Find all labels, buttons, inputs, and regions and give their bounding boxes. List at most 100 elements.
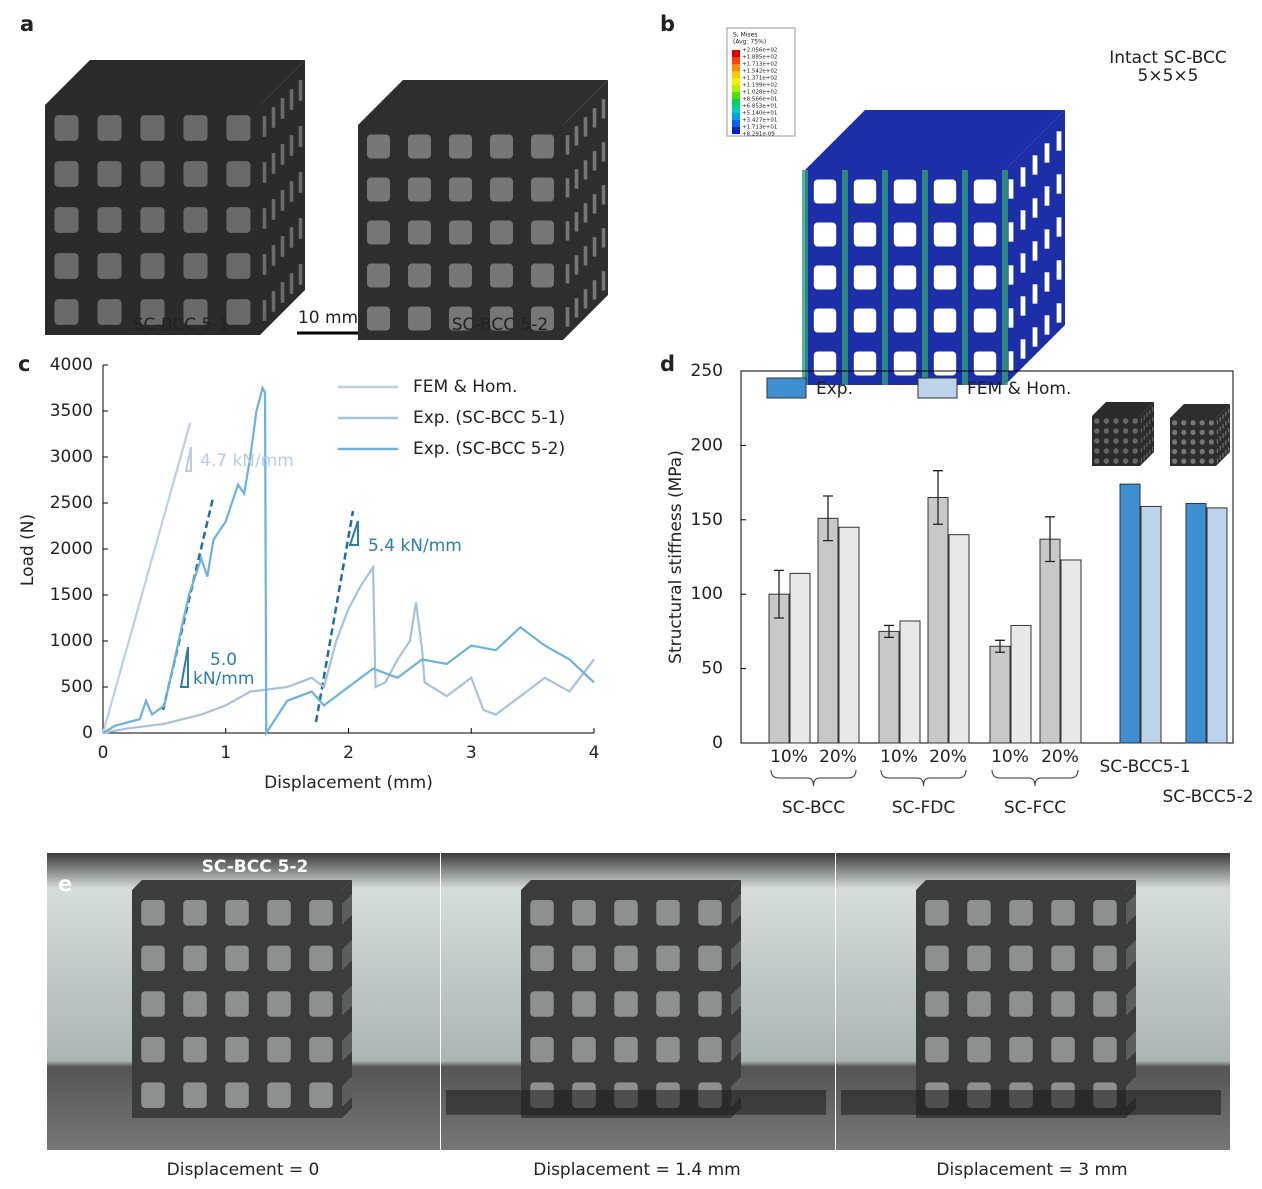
cube-cell — [1133, 448, 1138, 454]
legend-label: Exp. (SC-BCC 5-2) — [413, 439, 565, 459]
side-cell — [351, 1077, 352, 1098]
cube-cell — [934, 265, 956, 289]
side-cell — [566, 135, 570, 154]
cube-cell — [894, 179, 916, 203]
y-tick-label: 2000 — [50, 539, 93, 559]
side-cell — [1220, 417, 1221, 421]
side-cell — [1009, 179, 1014, 198]
side-cell — [351, 941, 352, 962]
cube-cell — [854, 351, 876, 375]
cube-cell — [1172, 439, 1177, 444]
y-tick-label: 2500 — [50, 493, 93, 513]
bar — [928, 497, 948, 743]
side-cell — [290, 89, 294, 110]
cube-cell — [141, 900, 165, 926]
cube-cell — [309, 1082, 333, 1108]
side-cell — [1152, 417, 1153, 422]
y-tick-label: 100 — [691, 584, 723, 604]
lattice-cube — [45, 60, 305, 335]
bar — [839, 527, 859, 743]
cube-cell — [572, 1037, 596, 1063]
side-cell — [1144, 435, 1145, 440]
x-tick-label: SC-BCC5-1 — [1099, 757, 1190, 777]
side-cell — [349, 988, 350, 1009]
side-cell — [566, 178, 570, 197]
cube-cell — [854, 265, 876, 289]
cube-cell — [367, 177, 390, 201]
x-tick-label: 20% — [819, 747, 857, 767]
cube-cell — [1094, 438, 1099, 444]
side-cell — [351, 986, 352, 1007]
side-cell — [345, 901, 346, 922]
side-cell — [1149, 430, 1150, 435]
side-cell — [1045, 143, 1050, 162]
y-tick-label: 150 — [691, 510, 723, 530]
lattice-cube — [1170, 404, 1230, 466]
cube-cell — [925, 991, 949, 1017]
side-cell — [740, 941, 741, 962]
legend-swatch — [732, 92, 740, 99]
side-cell — [1217, 449, 1218, 453]
cube-cell — [267, 1082, 291, 1108]
side-cell — [1152, 437, 1153, 442]
side-cell — [1220, 446, 1221, 450]
cube-cell — [97, 207, 121, 233]
side-cell — [1057, 174, 1062, 193]
cube-cell — [141, 1082, 165, 1108]
legend-value: +6.853e+01 — [742, 104, 777, 110]
side-cell — [1144, 425, 1145, 430]
cube-cell — [225, 946, 249, 972]
debris — [841, 1090, 1221, 1115]
cube-cell — [183, 161, 207, 187]
cube-cell — [925, 900, 949, 926]
cube-cell — [226, 161, 250, 187]
side-cell — [1225, 440, 1226, 444]
x-tick-label: 10% — [880, 747, 918, 767]
cube-cell — [141, 991, 165, 1017]
side-cell — [345, 992, 346, 1013]
x-tick-label: 20% — [929, 747, 967, 767]
side-cell — [1135, 1032, 1136, 1053]
cube-cell — [183, 253, 207, 279]
side-cell — [1021, 167, 1026, 186]
cube-cell — [1209, 439, 1214, 444]
cube-cell — [934, 179, 956, 203]
cube-cell — [183, 1037, 207, 1063]
bar — [1186, 503, 1206, 743]
cube-cell — [698, 1037, 722, 1063]
cube-cell — [1172, 420, 1177, 425]
legend-swatch — [918, 378, 957, 398]
bar — [949, 535, 969, 743]
cube-cell — [1104, 418, 1109, 424]
cube-cell — [225, 900, 249, 926]
side-cell — [1222, 424, 1223, 428]
side-cell — [1222, 414, 1223, 418]
cube-cell — [698, 900, 722, 926]
side-cell — [1146, 453, 1147, 458]
side-cell — [1057, 217, 1062, 236]
cube-cell — [1093, 946, 1117, 972]
cube-cell — [614, 946, 638, 972]
side-cell — [351, 1032, 352, 1053]
cube-cell — [367, 263, 390, 287]
side-cell — [584, 246, 588, 265]
side-cell — [734, 947, 735, 968]
side-cell — [349, 1079, 350, 1100]
cube-cell — [54, 299, 78, 325]
cube-cell — [1104, 428, 1109, 434]
side-cell — [272, 245, 276, 266]
cube-cell — [530, 991, 554, 1017]
side-cell — [1009, 351, 1014, 370]
slope-triangle — [186, 447, 191, 471]
cube-cell — [894, 351, 916, 375]
side-cell — [1129, 901, 1130, 922]
legend-title: S, Mises — [733, 32, 757, 39]
bar — [1061, 560, 1081, 743]
cube-cell — [894, 308, 916, 332]
side-cell — [1225, 412, 1226, 416]
cube-cell — [54, 161, 78, 187]
side-cell — [1217, 420, 1218, 424]
y-tick-label: 3500 — [50, 401, 93, 421]
side-cell — [1222, 434, 1223, 438]
cube-cell — [225, 1037, 249, 1063]
